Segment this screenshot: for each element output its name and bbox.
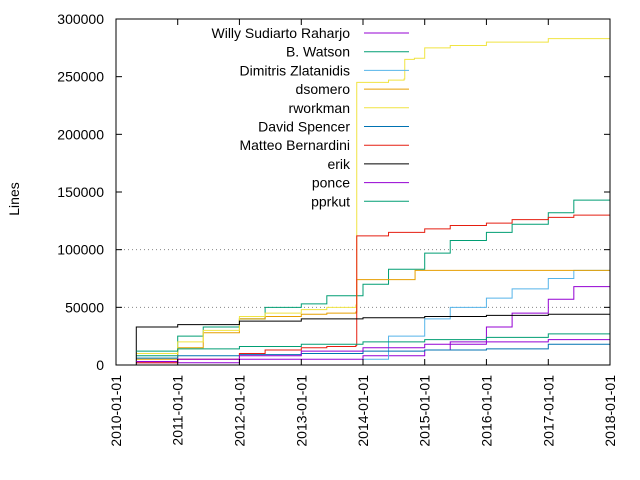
x-tick-label: 2015-01-01 — [417, 375, 433, 447]
x-tick-label: 2011-01-01 — [170, 375, 186, 446]
x-tick-label: 2017-01-01 — [540, 375, 556, 447]
series-line-3 — [360, 261, 611, 366]
legend-label: Dimitris Zlatanidis — [240, 62, 350, 78]
y-tick-label: 100000 — [57, 242, 104, 258]
y-tick-label: 0 — [96, 357, 104, 373]
legend-label: B. Watson — [286, 44, 350, 60]
legend-label: Willy Sudiarto Raharjo — [212, 25, 351, 41]
series-line-5 — [136, 36, 611, 354]
series-line-4 — [136, 269, 610, 360]
legend-label: pprkut — [311, 193, 350, 209]
series-line-9 — [136, 337, 611, 363]
y-axis-label: Lines — [6, 182, 22, 215]
series-lines — [131, 36, 611, 366]
legend-label: Matteo Bernardini — [239, 137, 350, 153]
y-tick-label: 250000 — [57, 69, 104, 85]
y-tick-label: 50000 — [65, 299, 104, 315]
series-line-7 — [136, 213, 611, 364]
x-tick-label: 2014-01-01 — [355, 375, 371, 447]
legend-label: dsomero — [296, 81, 351, 97]
series-line-10 — [136, 330, 611, 352]
x-tick-label: 2013-01-01 — [293, 375, 309, 447]
legend-label: David Spencer — [258, 119, 350, 135]
x-tick-label: 2012-01-01 — [231, 375, 247, 447]
y-tick-label: 300000 — [57, 11, 104, 27]
series-line-8 — [131, 313, 611, 366]
legend-label: erik — [327, 156, 351, 172]
x-tick-label: 2016-01-01 — [478, 375, 494, 447]
y-tick-label: 200000 — [57, 126, 104, 142]
y-tick-label: 150000 — [57, 184, 104, 200]
legend-label: ponce — [312, 175, 350, 191]
legend: Willy Sudiarto Raharjo B. Watson Dimitris … — [212, 25, 409, 209]
gridlines — [116, 249, 610, 308]
axes: 0 50000 100000 150000 200000 250000 300000 2010… — [57, 11, 618, 447]
x-tick-label: 2010-01-01 — [108, 375, 124, 447]
legend-label: rworkman — [289, 100, 350, 116]
x-tick-label: 2018-01-01 — [602, 375, 618, 447]
